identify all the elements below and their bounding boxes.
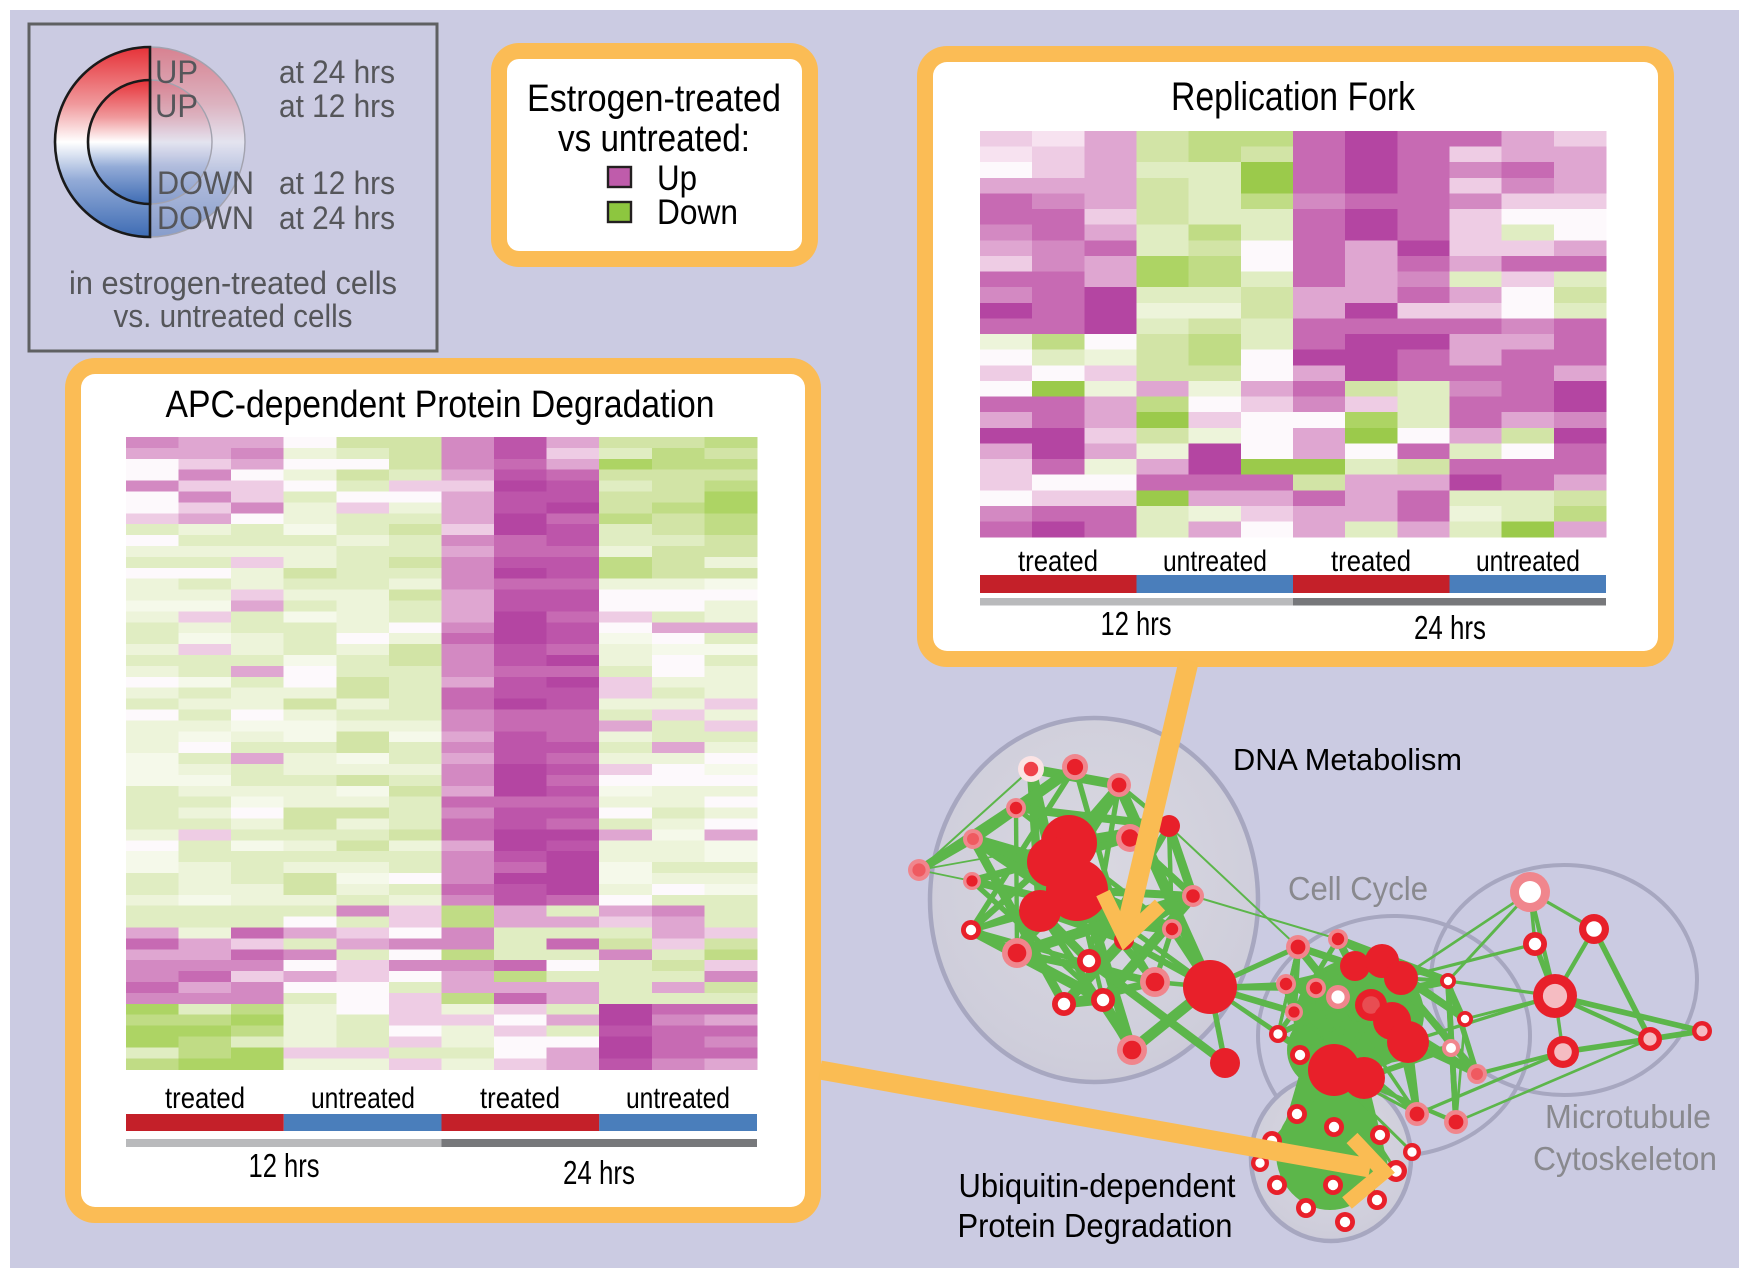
svg-text:in estrogen-treated cells: in estrogen-treated cells bbox=[69, 265, 397, 301]
svg-text:Cell Cycle: Cell Cycle bbox=[1288, 870, 1428, 907]
svg-text:DOWN: DOWN bbox=[157, 200, 254, 236]
svg-text:at 12 hrs: at 12 hrs bbox=[279, 88, 395, 124]
svg-text:untreated: untreated bbox=[1476, 545, 1580, 578]
svg-text:Estrogen-treated: Estrogen-treated bbox=[527, 78, 781, 120]
svg-text:vs. untreated cells: vs. untreated cells bbox=[114, 298, 353, 334]
svg-text:Ubiquitin-dependent: Ubiquitin-dependent bbox=[959, 1167, 1236, 1204]
svg-text:24 hrs: 24 hrs bbox=[563, 1154, 635, 1191]
svg-text:treated: treated bbox=[1018, 545, 1098, 578]
svg-text:at 24 hrs: at 24 hrs bbox=[279, 200, 395, 236]
svg-text:untreated: untreated bbox=[1163, 545, 1267, 578]
svg-text:UP: UP bbox=[155, 54, 198, 90]
svg-text:Replication Fork: Replication Fork bbox=[1171, 75, 1416, 119]
svg-text:treated: treated bbox=[165, 1082, 245, 1115]
svg-text:Cytoskeleton: Cytoskeleton bbox=[1533, 1140, 1717, 1177]
svg-text:UP: UP bbox=[155, 88, 198, 124]
svg-text:24 hrs: 24 hrs bbox=[1414, 609, 1486, 646]
svg-text:Up: Up bbox=[657, 159, 697, 198]
svg-text:untreated: untreated bbox=[311, 1082, 415, 1115]
svg-text:APC-dependent Protein Degradat: APC-dependent Protein Degradation bbox=[166, 384, 715, 426]
svg-text:DOWN: DOWN bbox=[157, 165, 254, 201]
svg-text:vs untreated:: vs untreated: bbox=[558, 118, 750, 160]
svg-text:treated: treated bbox=[1331, 545, 1411, 578]
svg-text:Microtubule: Microtubule bbox=[1545, 1098, 1711, 1135]
svg-text:12 hrs: 12 hrs bbox=[249, 1147, 320, 1184]
svg-text:treated: treated bbox=[480, 1082, 560, 1115]
svg-text:at 24 hrs: at 24 hrs bbox=[279, 54, 395, 90]
svg-text:Down: Down bbox=[657, 193, 738, 232]
svg-text:12 hrs: 12 hrs bbox=[1101, 605, 1172, 642]
svg-text:at 12 hrs: at 12 hrs bbox=[279, 165, 395, 201]
svg-text:untreated: untreated bbox=[626, 1082, 730, 1115]
svg-text:DNA Metabolism: DNA Metabolism bbox=[1233, 742, 1462, 777]
svg-text:Protein Degradation: Protein Degradation bbox=[958, 1207, 1233, 1244]
